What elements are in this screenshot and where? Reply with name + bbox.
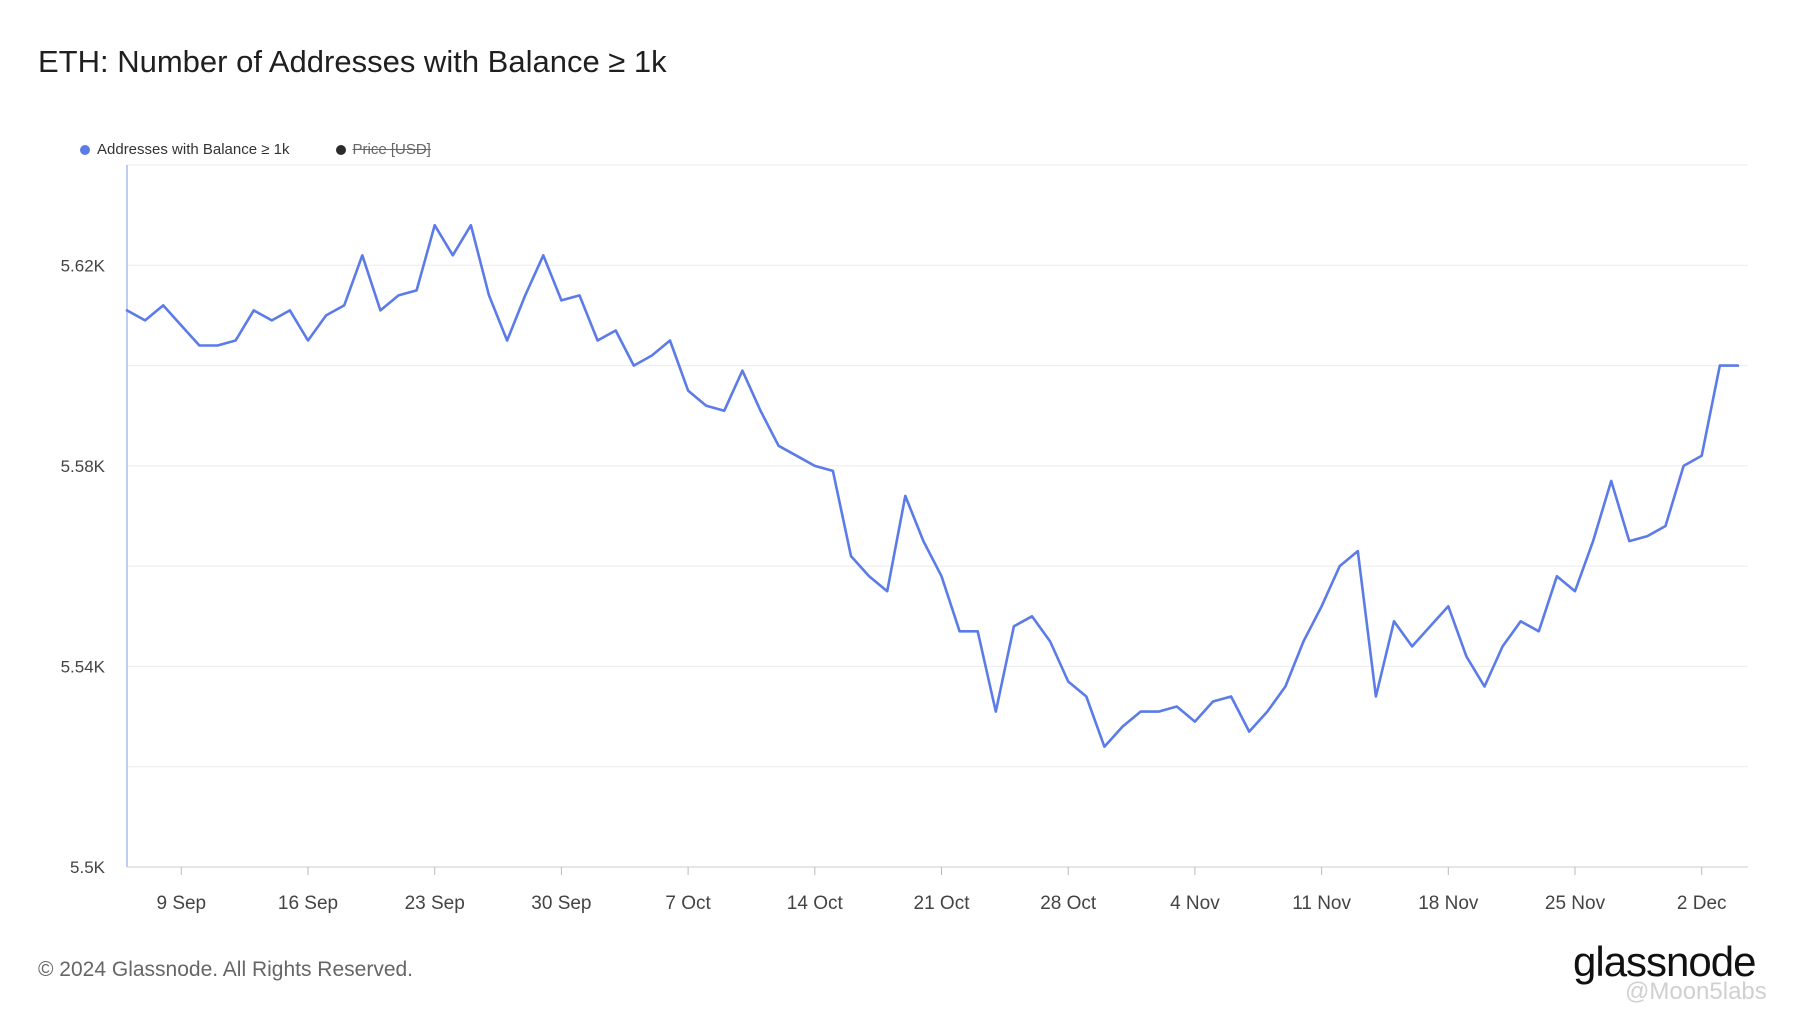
x-tick-label: 21 Oct <box>914 893 971 914</box>
gridlines <box>126 164 1748 868</box>
series-lines <box>125 223 1740 749</box>
x-tick-label: 4 Nov <box>1170 893 1220 914</box>
glassnode-logo: glassnode <box>1573 938 1756 985</box>
x-tick-label: 2 Dec <box>1677 893 1727 914</box>
legend-label-addresses: Addresses with Balance ≥ 1k <box>97 141 290 158</box>
x-tick-label: 18 Nov <box>1418 893 1479 914</box>
y-tick-label: 5.62K <box>61 256 106 275</box>
copyright-footer: © 2024 Glassnode. All Rights Reserved. <box>38 958 414 981</box>
legend: Addresses with Balance ≥ 1k Price [USD] <box>80 141 431 158</box>
series-line-addresses <box>125 223 1740 749</box>
x-tick-label: 9 Sep <box>156 893 206 914</box>
x-tick-label: 28 Oct <box>1040 893 1097 914</box>
x-tick-label: 30 Sep <box>531 893 591 914</box>
x-axis: 9 Sep 16 Sep 23 Sep 30 Sep 7 Oct 14 Oct 21 Oct… <box>156 867 1727 914</box>
y-tick-label: 5.54K <box>61 657 106 676</box>
x-tick-label: 23 Sep <box>405 893 465 914</box>
watermark: @Moon5labs <box>1625 978 1767 1005</box>
legend-item-addresses[interactable]: Addresses with Balance ≥ 1k <box>80 141 290 158</box>
x-tick-label: 16 Sep <box>278 893 338 914</box>
x-tick-label: 11 Nov <box>1292 893 1351 914</box>
y-axis: 5.5K 5.54K 5.58K 5.62K <box>61 256 106 877</box>
y-tick-label: 5.5K <box>70 858 106 877</box>
legend-dot-icon <box>80 144 90 155</box>
legend-label-price: Price [USD] <box>352 141 431 158</box>
y-tick-label: 5.58K <box>61 457 106 476</box>
x-tick-label: 25 Nov <box>1545 893 1606 914</box>
chart-title: ETH: Number of Addresses with Balance ≥ … <box>38 44 667 79</box>
x-tick-label: 14 Oct <box>787 893 844 914</box>
x-tick-label: 7 Oct <box>665 893 711 914</box>
legend-item-price[interactable]: Price [USD] <box>335 141 431 158</box>
legend-dot-icon <box>335 144 346 155</box>
